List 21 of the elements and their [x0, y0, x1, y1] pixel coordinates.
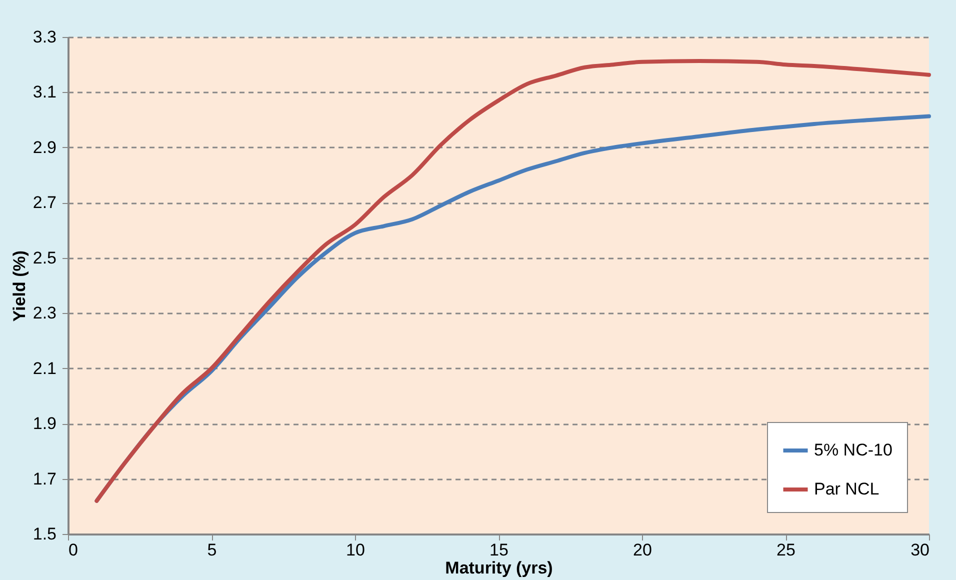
y-tick-label: 1.7: [32, 469, 56, 488]
y-tick-label: 2.7: [32, 193, 56, 212]
y-tick-label: 2.3: [32, 304, 56, 323]
y-tick-label: 3.3: [32, 28, 56, 46]
x-axis-title: Maturity (yrs): [445, 558, 553, 578]
legend-label: Par NCL: [814, 480, 880, 498]
x-tick-label: 25: [776, 540, 796, 560]
x-tick-label: 0: [68, 540, 78, 560]
x-tick-label: 15: [490, 540, 508, 560]
y-tick-label: 3.1: [32, 82, 56, 102]
y-tick-label: 1.9: [32, 414, 56, 434]
y-tick-label: 2.9: [32, 138, 56, 157]
x-tick-label: 20: [633, 540, 652, 560]
x-tick-label: 10: [346, 540, 365, 560]
y-tick-label: 2.5: [32, 248, 56, 268]
x-tick-label: 30: [910, 540, 930, 560]
y-tick-label: 1.5: [32, 524, 56, 544]
y-tick-label: 2.1: [32, 358, 56, 378]
y-axis-title: Yield (%): [10, 250, 29, 322]
x-tick-label: 5: [207, 540, 217, 560]
legend-label: 5% NC-10: [814, 440, 892, 460]
